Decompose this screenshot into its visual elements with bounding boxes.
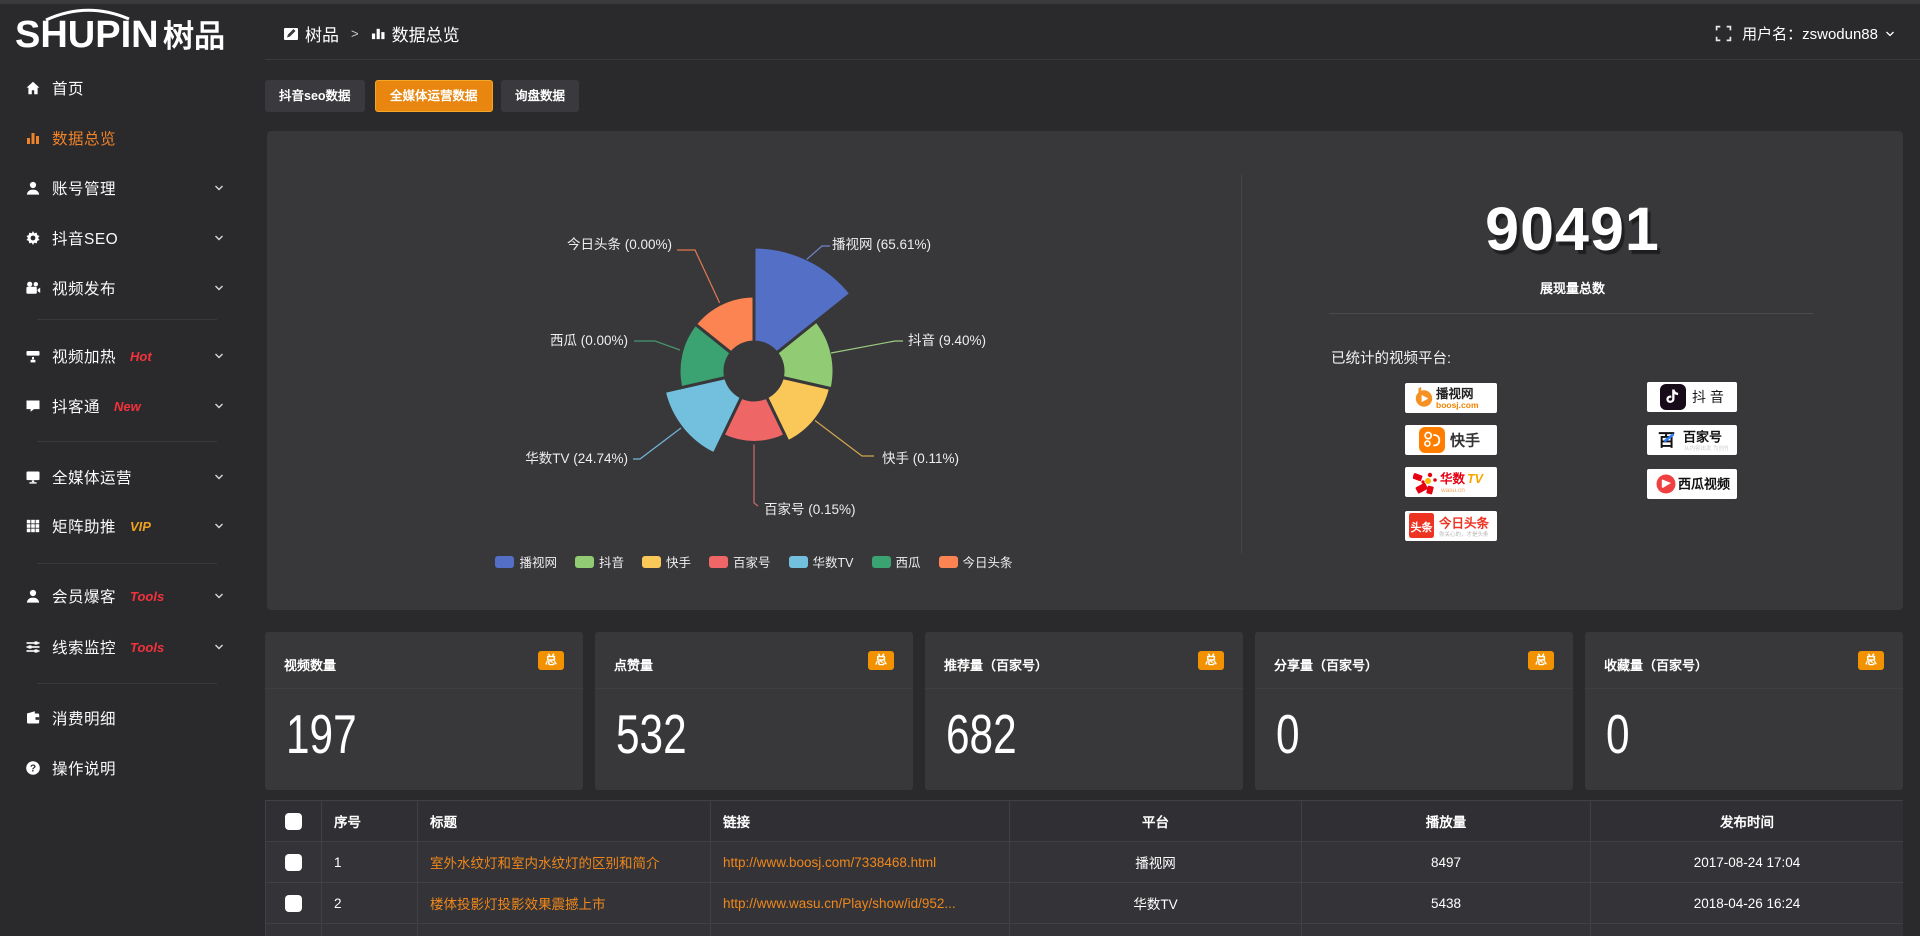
svg-text:快手: 快手 [1450, 432, 1480, 450]
svg-text:?: ? [30, 763, 36, 774]
svg-text:华数: 华数 [1440, 471, 1466, 486]
svg-text:百家号: 百家号 [1683, 430, 1722, 445]
svg-text:你关心的，才是头条: 你关心的，才是头条 [1439, 530, 1489, 538]
svg-text:西瓜视频: 西瓜视频 [1678, 477, 1730, 492]
svg-text:西瓜 (0.00%): 西瓜 (0.00%) [550, 333, 628, 348]
svg-text:今日头条: 今日头条 [1438, 516, 1490, 531]
svg-text:boosj.com: boosj.com [1436, 400, 1479, 410]
svg-text:TV: TV [1467, 472, 1485, 486]
svg-text:百家号 (0.15%): 百家号 (0.15%) [764, 501, 856, 517]
svg-text:抖音 (9.40%): 抖音 (9.40%) [908, 332, 986, 348]
svg-text:播视网 (65.61%): 播视网 (65.61%) [832, 237, 931, 252]
svg-text:树品: 树品 [163, 19, 225, 54]
svg-text:wasu.cn: wasu.cn [1440, 487, 1465, 494]
svg-text:从内容出发 为创作服务: 从内容出发 为创作服务 [1684, 444, 1728, 452]
svg-text:抖 音: 抖 音 [1692, 389, 1724, 405]
svg-text:SHUPIN: SHUPIN [15, 14, 159, 56]
svg-text:华数TV (24.74%): 华数TV (24.74%) [525, 451, 628, 466]
svg-text:快手 (0.11%): 快手 (0.11%) [882, 451, 959, 466]
svg-text:播视网: 播视网 [1436, 386, 1474, 401]
svg-text:头条: 头条 [1411, 520, 1434, 534]
svg-text:今日头条 (0.00%): 今日头条 (0.00%) [567, 236, 672, 252]
